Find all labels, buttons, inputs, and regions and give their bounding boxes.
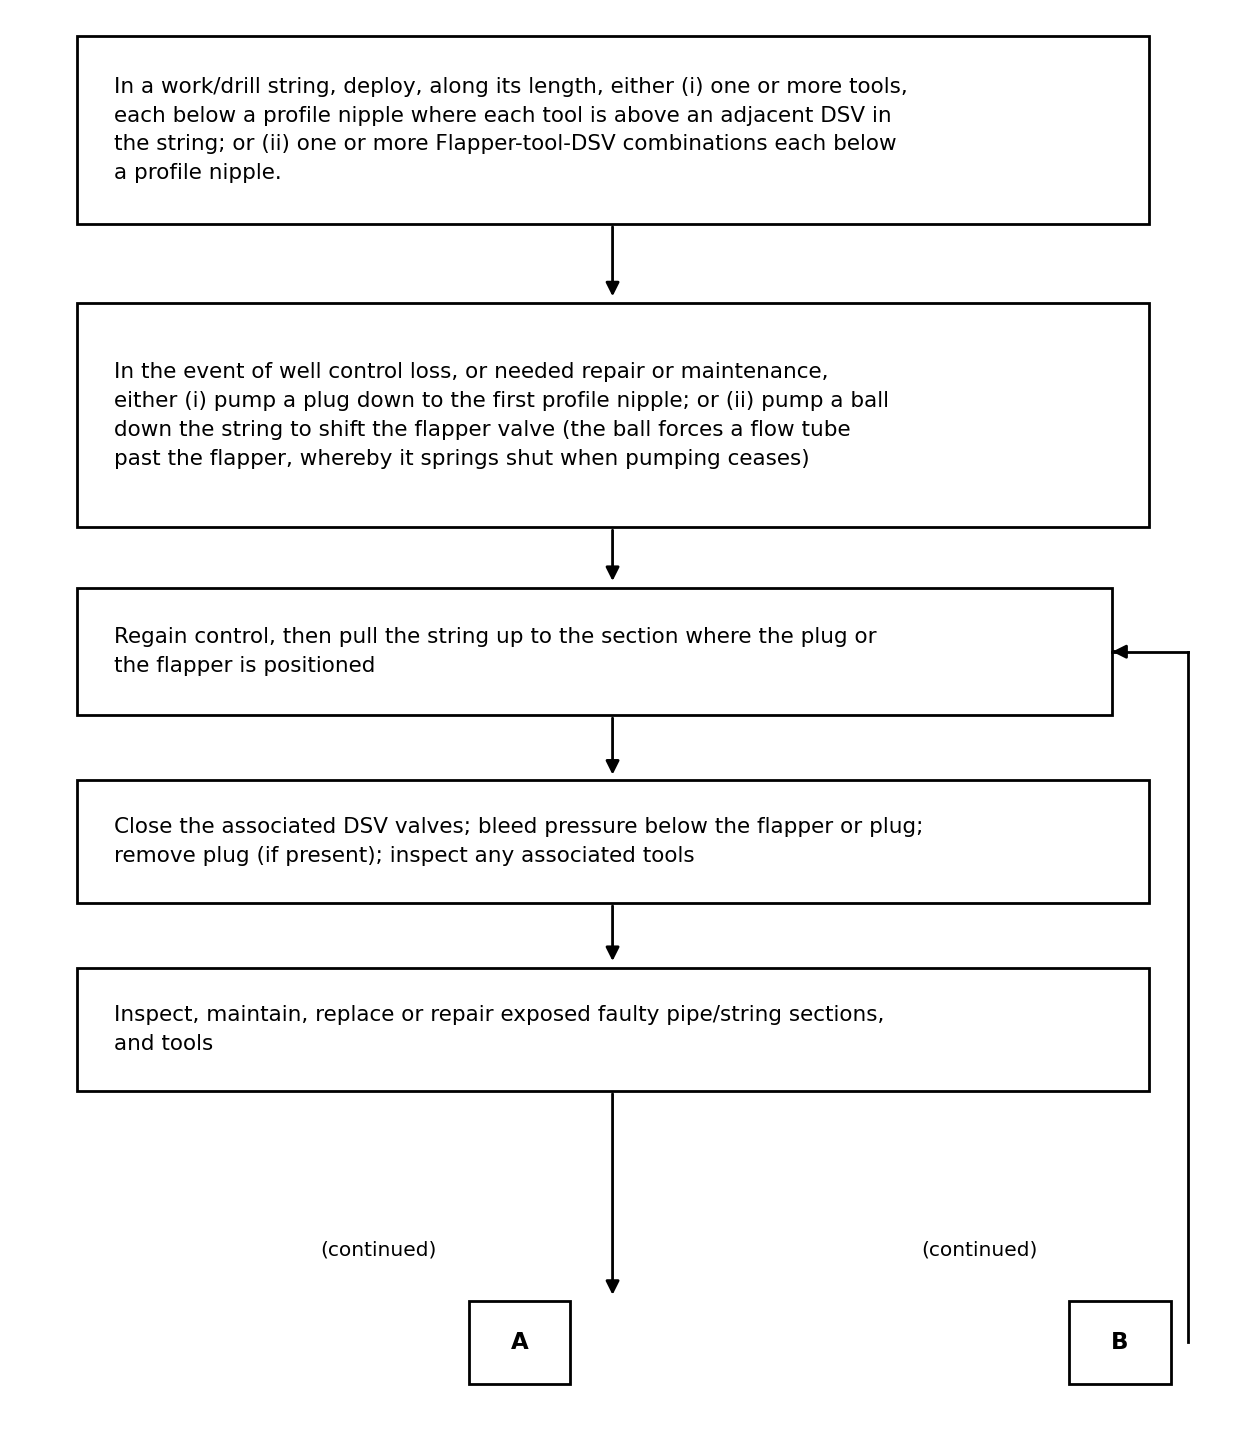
Text: Close the associated DSV valves; bleed pressure below the flapper or plug;
remov: Close the associated DSV valves; bleed p… [114,818,924,866]
FancyBboxPatch shape [469,1300,570,1384]
Text: (continued): (continued) [320,1240,436,1260]
FancyBboxPatch shape [77,588,1112,715]
Text: B: B [1111,1331,1128,1354]
Text: In the event of well control loss, or needed repair or maintenance,
either (i) p: In the event of well control loss, or ne… [114,363,889,468]
FancyBboxPatch shape [77,303,1149,527]
Text: A: A [511,1331,528,1354]
Text: In a work/drill string, deploy, along its length, either (i) one or more tools,
: In a work/drill string, deploy, along it… [114,77,908,184]
FancyBboxPatch shape [77,968,1149,1091]
FancyBboxPatch shape [77,780,1149,903]
Text: Regain control, then pull the string up to the section where the plug or
the fla: Regain control, then pull the string up … [114,627,877,676]
FancyBboxPatch shape [1069,1300,1171,1384]
FancyBboxPatch shape [77,36,1149,224]
Text: Inspect, maintain, replace or repair exposed faulty pipe/string sections,
and to: Inspect, maintain, replace or repair exp… [114,1006,884,1053]
Text: (continued): (continued) [921,1240,1038,1260]
